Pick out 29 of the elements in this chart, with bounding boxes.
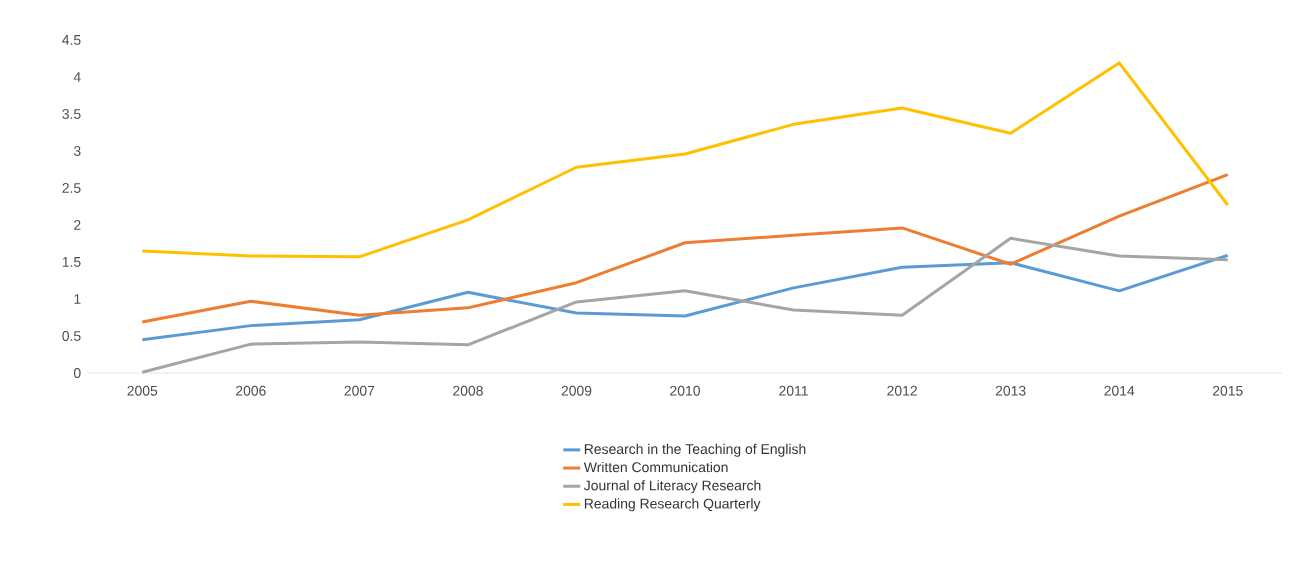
- y-tick-label: 1: [74, 294, 81, 304]
- line-series: [140, 253, 1230, 342]
- y-tick-label: 4: [73, 72, 81, 82]
- y-tick-label: 3.5: [62, 109, 81, 119]
- x-tick-label: 2007: [344, 385, 375, 396]
- y-tick-label: 2: [74, 220, 81, 230]
- y-tick-label: 1.5: [62, 257, 81, 267]
- x-tick-label: 2012: [887, 385, 917, 396]
- legend-label: Reading Research Quarterly: [584, 498, 761, 512]
- x-tick-label: 2008: [453, 385, 483, 396]
- legend-label: Research in the Teaching of English: [584, 443, 806, 457]
- legend-label: Journal of Literacy Research: [583, 480, 761, 494]
- y-tick-label: 0.5: [62, 331, 81, 341]
- line-series: [140, 61, 1230, 259]
- y-tick-label: 0: [73, 368, 81, 378]
- y-tick-label: 2.5: [62, 183, 81, 193]
- x-tick-label: 2006: [236, 385, 266, 396]
- y-tick-label: 4.5: [62, 35, 81, 45]
- legend-label: Written Communication: [583, 461, 728, 473]
- x-tick-label: 2005: [127, 385, 158, 396]
- x-tick-label: 2013: [995, 385, 1026, 396]
- x-tick-label: 2011: [779, 385, 808, 396]
- x-tick-label: 2009: [561, 385, 592, 396]
- x-tick-label: 2010: [670, 385, 700, 396]
- x-tick-label: 2014: [1104, 385, 1135, 396]
- x-tick-label: 2015: [1212, 385, 1243, 396]
- y-tick-label: 3: [73, 146, 81, 156]
- line-series: [140, 236, 1230, 374]
- line-series: [140, 173, 1230, 324]
